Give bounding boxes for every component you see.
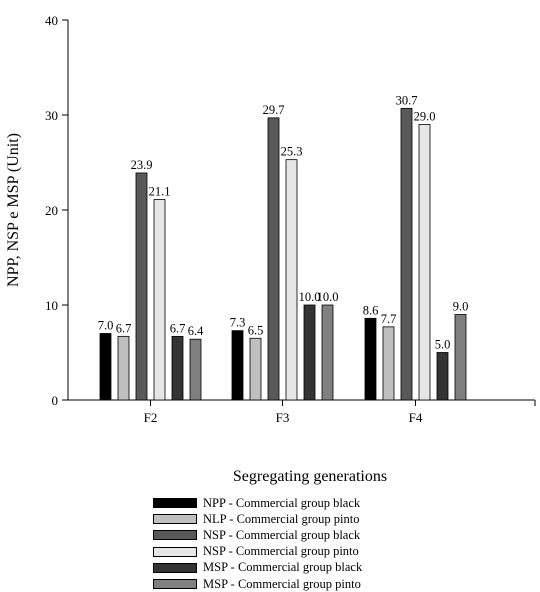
legend-label: MSP - Commercial group black: [203, 560, 363, 575]
bar-value-label: 5.0: [435, 338, 451, 352]
legend-swatch: [153, 514, 197, 525]
x-axis-label: Segregating generations: [233, 468, 387, 485]
legend-label: NSP - Commercial group black: [203, 527, 361, 542]
y-tick-label: 20: [45, 203, 58, 218]
legend-item: MSP - Commercial group pinto: [153, 576, 533, 592]
bar: [382, 326, 395, 401]
bar: [321, 304, 334, 401]
bar: [364, 317, 377, 401]
bar: [454, 314, 467, 401]
y-tick-label: 30: [45, 108, 58, 123]
bar-value-labels: 7.0 6.723.921.16.7 6.47.36.529.725.310.010…: [98, 93, 469, 351]
bar: [249, 337, 262, 401]
legend: NPP - Commercial group black NLP - Commer…: [153, 495, 533, 592]
y-tick-label: 0: [52, 393, 59, 408]
x-tick-label: F4: [409, 410, 423, 425]
bar-value-label: 9.0: [453, 300, 469, 314]
legend-swatch: [153, 579, 197, 590]
bar-value-label: 7.3: [230, 316, 246, 330]
y-axis-label: NPP, NSP e MSP (Unit): [5, 133, 22, 287]
bar: [285, 159, 298, 401]
bar-value-label: 10.0: [317, 290, 339, 304]
bar-value-label: 6.7: [116, 321, 132, 335]
legend-item: MSP - Commercial group black: [153, 560, 533, 576]
bar: [171, 335, 184, 401]
bar-value-label: 30.7: [396, 93, 418, 107]
bar: [189, 338, 202, 401]
bar: [99, 333, 112, 401]
bar-value-label: 6.7: [170, 321, 186, 335]
bar-value-label: 8.6: [363, 303, 379, 317]
legend-label: NPP - Commercial group black: [203, 495, 361, 510]
bar-value-label: 6.5: [248, 323, 264, 337]
legend-swatch: [153, 546, 197, 557]
bar-value-label: 6.4: [188, 324, 204, 338]
bar: [153, 199, 166, 401]
legend-item: NSP - Commercial group black: [153, 527, 533, 543]
bar: [135, 172, 148, 401]
legend-label: NSP - Commercial group pinto: [203, 544, 359, 559]
bar-value-label: 29.7: [263, 103, 285, 117]
bar-value-label: 29.0: [414, 110, 436, 124]
legend-item: NSP - Commercial group pinto: [153, 544, 533, 560]
bar: [117, 335, 130, 401]
x-tick-label: F2: [144, 410, 158, 425]
bar-value-label: 7.7: [381, 312, 397, 326]
legend-item: NLP - Commercial group pinto: [153, 511, 533, 527]
legend-label: NLP - Commercial group pinto: [203, 511, 360, 526]
bar-value-label: 23.9: [131, 158, 153, 172]
bar: [418, 124, 431, 401]
bar-value-label: 21.1: [149, 185, 171, 199]
y-axis: 0 10 20 30 40: [45, 13, 69, 408]
bar: [436, 352, 449, 401]
legend-item: NPP - Commercial group black: [153, 495, 533, 511]
x-tick-label: F3: [276, 410, 290, 425]
bar: [231, 330, 244, 401]
y-tick-label: 10: [45, 298, 58, 313]
x-axis: F2 F3 F4: [68, 399, 536, 425]
bar-value-label: 10.0: [299, 290, 321, 304]
bars: [99, 107, 467, 401]
legend-label: MSP - Commercial group pinto: [203, 576, 361, 591]
y-tick-label: 40: [45, 13, 58, 28]
bar: [303, 304, 316, 401]
legend-swatch: [153, 498, 197, 509]
bar-value-label: 7.0: [98, 319, 114, 333]
legend-swatch: [153, 562, 197, 573]
bar-value-label: 25.3: [281, 145, 303, 159]
bar: [400, 107, 413, 401]
bar: [267, 117, 280, 401]
legend-swatch: [153, 530, 197, 541]
